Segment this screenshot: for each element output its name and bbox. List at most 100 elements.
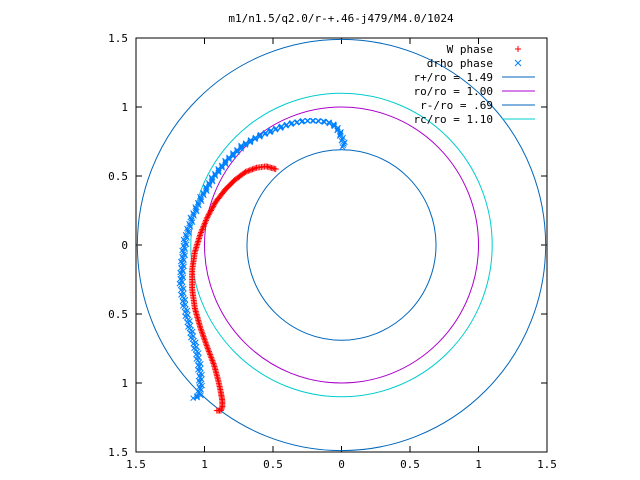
x-marker	[197, 360, 204, 367]
x-marker	[203, 185, 209, 192]
x-tick-label: 1.5	[126, 458, 146, 471]
x-marker	[298, 118, 305, 125]
x-marker	[194, 394, 200, 401]
x-marker	[197, 392, 204, 399]
x-marker	[195, 350, 202, 356]
x-marker	[184, 307, 191, 314]
x-marker	[238, 145, 245, 152]
x-marker	[334, 126, 341, 132]
x-marker	[337, 130, 344, 137]
x-marker	[514, 59, 522, 67]
radius-circle	[136, 38, 547, 452]
y-tick-label: 1.5	[108, 32, 128, 45]
x-marker	[181, 263, 187, 270]
x-marker	[198, 376, 205, 383]
y-tick-label: 1.5	[108, 446, 128, 459]
y-tick-label: 0	[121, 239, 128, 252]
x-marker	[340, 142, 347, 149]
x-marker	[194, 199, 201, 206]
legend-label: r+/ro = 1.49	[414, 71, 493, 84]
x-marker	[183, 241, 190, 248]
x-marker	[315, 117, 321, 124]
x-marker	[208, 174, 215, 181]
x-tick-label: 1.5	[537, 458, 557, 471]
x-marker	[326, 119, 332, 126]
x-marker	[339, 144, 346, 150]
x-marker	[180, 285, 187, 292]
x-marker	[180, 268, 187, 274]
x-marker	[267, 129, 273, 136]
x-tick-label: 0.5	[263, 458, 283, 471]
x-marker	[190, 210, 196, 216]
x-tick-label: 1	[201, 458, 208, 471]
x-marker	[202, 184, 209, 190]
x-marker	[197, 195, 204, 202]
x-marker	[212, 171, 218, 178]
x-marker	[185, 312, 191, 318]
x-marker	[340, 134, 346, 141]
x-marker	[338, 137, 345, 144]
x-marker	[272, 126, 279, 133]
x-marker	[288, 121, 294, 127]
x-marker	[205, 180, 212, 186]
y-tick-label: 1	[121, 101, 128, 114]
radius-circle	[190, 92, 493, 398]
x-marker	[341, 141, 347, 147]
y-tick-label: 1	[121, 377, 128, 390]
legend-label: W phase	[447, 43, 493, 56]
legend-label: rc/ro = 1.10	[414, 113, 493, 126]
series-drho-phase	[176, 117, 348, 402]
radius-circles	[136, 38, 547, 452]
x-marker	[252, 136, 258, 143]
chart-title: m1/n1.5/q2.0/r-+.46-j479/M4.0/1024	[228, 12, 454, 25]
x-marker	[247, 139, 253, 146]
x-marker	[179, 279, 186, 285]
x-marker	[186, 220, 192, 227]
x-marker	[187, 214, 194, 221]
phase-points	[176, 117, 348, 414]
x-marker	[339, 136, 346, 142]
x-marker	[182, 246, 189, 252]
x-marker	[200, 189, 206, 196]
x-tick-label: 1	[475, 458, 482, 471]
legend-label: drho phase	[427, 57, 493, 70]
legend-label: ro/ro = 1.00	[414, 85, 493, 98]
x-marker	[197, 365, 204, 372]
x-marker	[335, 124, 341, 131]
x-marker	[262, 131, 268, 137]
y-tick-label: 0.5	[108, 170, 128, 183]
x-marker	[197, 193, 203, 200]
x-marker	[180, 274, 187, 281]
x-marker	[192, 205, 199, 212]
x-marker	[196, 354, 202, 361]
x-tick-label: 0	[338, 458, 345, 471]
x-marker	[181, 257, 187, 263]
x-marker	[277, 125, 284, 131]
radius-circle	[204, 106, 479, 384]
x-marker	[309, 117, 316, 124]
y-tick-label: 0.5	[108, 308, 128, 321]
x-marker	[230, 153, 236, 160]
x-tick-label: 0.5	[400, 458, 420, 471]
radius-circle	[246, 149, 437, 341]
x-marker	[304, 117, 311, 124]
x-marker	[330, 121, 337, 128]
x-marker	[293, 119, 300, 126]
x-marker	[182, 252, 189, 259]
legend-label: r-/ro = .69	[420, 99, 493, 112]
x-marker	[190, 395, 196, 402]
x-marker	[184, 225, 190, 232]
x-marker	[182, 231, 189, 238]
axis-ticks: 1.5 1 0.5 0 0.5 1 1.51.510.500.511.5	[108, 32, 557, 471]
x-marker	[182, 301, 189, 308]
x-marker	[199, 371, 205, 378]
x-marker	[180, 290, 187, 297]
series-W-phase	[189, 163, 279, 414]
x-marker	[188, 216, 194, 222]
x-marker	[320, 118, 327, 125]
x-marker	[342, 139, 348, 146]
x-marker	[208, 175, 215, 182]
x-marker	[199, 382, 206, 389]
